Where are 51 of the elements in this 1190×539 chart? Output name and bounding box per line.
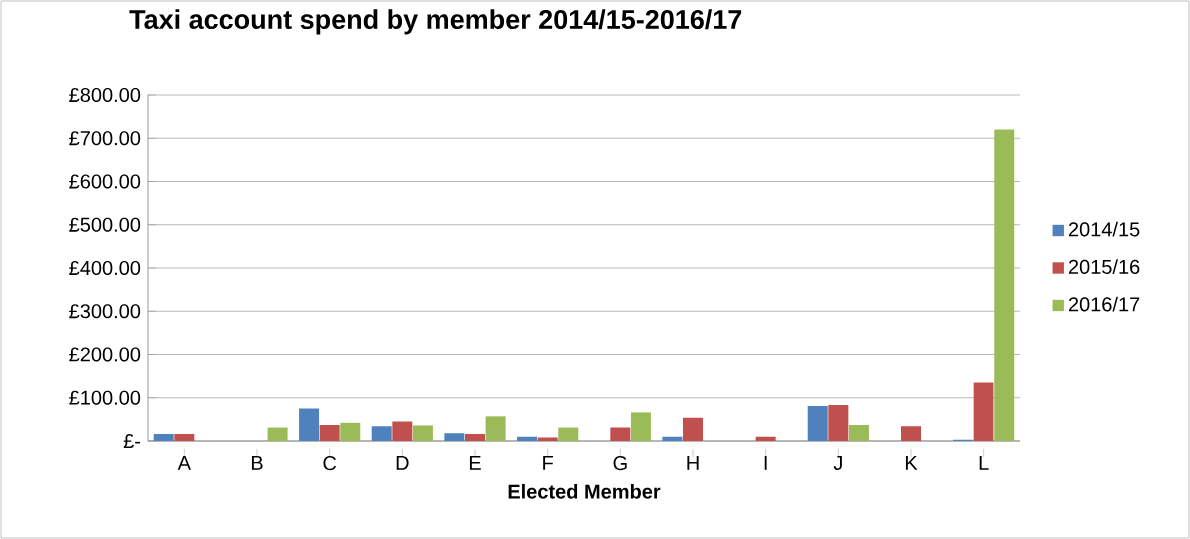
bar: [371, 426, 392, 441]
bar: [848, 424, 869, 441]
y-tick-label: £300.00: [69, 304, 141, 319]
x-tick-label: G: [613, 456, 627, 471]
x-tick-label: A: [177, 456, 191, 470]
x-tick-label: E: [469, 456, 481, 470]
y-tick-label: £700.00: [69, 131, 141, 146]
y-tick-label: £400.00: [69, 260, 141, 276]
legend-label: 2016/17: [1068, 296, 1140, 312]
y-tick-label: £600.00: [69, 174, 141, 189]
x-tick-label: C: [323, 456, 337, 471]
y-tick-label: £500.00: [69, 217, 141, 232]
bar: [994, 129, 1015, 441]
bar: [610, 427, 631, 441]
x-axis-title: Elected Member: [508, 483, 661, 499]
x-tick-label: D: [396, 456, 409, 470]
y-tick-label: £-: [123, 434, 141, 448]
bar: [828, 405, 849, 441]
bar: [465, 434, 485, 441]
legend-label: 2014/15: [1068, 221, 1140, 237]
bar: [517, 436, 538, 441]
bar: [901, 426, 921, 441]
chart-title: Taxi account spend by member 2014/15-2016/17: [129, 9, 742, 35]
bar: [174, 434, 195, 441]
bar: [485, 416, 506, 441]
bar: [412, 425, 433, 441]
x-tick-label: H: [687, 456, 699, 470]
bar: [558, 427, 579, 441]
bar: [392, 421, 413, 441]
x-tick-label: B: [251, 456, 263, 470]
legend-label: 2015/16: [1068, 259, 1140, 274]
bar: [299, 408, 320, 441]
bar: [807, 405, 828, 441]
bar: [319, 424, 340, 441]
bar: [630, 412, 651, 441]
bar: [153, 434, 174, 441]
x-tick-label: K: [905, 456, 918, 470]
x-tick-label: J: [833, 456, 842, 470]
x-tick-label: I: [764, 456, 767, 470]
x-tick-label: L: [979, 456, 989, 470]
bar: [662, 436, 683, 441]
bar: [340, 422, 361, 441]
bar: [755, 436, 776, 441]
bar: [973, 382, 994, 441]
y-tick-label: £800.00: [69, 87, 141, 103]
bar: [444, 433, 465, 441]
y-tick-label: £100.00: [69, 390, 141, 405]
bar: [683, 417, 703, 441]
x-tick-label: F: [543, 456, 553, 470]
y-tick-label: £200.00: [69, 347, 141, 362]
bar: [267, 427, 288, 441]
